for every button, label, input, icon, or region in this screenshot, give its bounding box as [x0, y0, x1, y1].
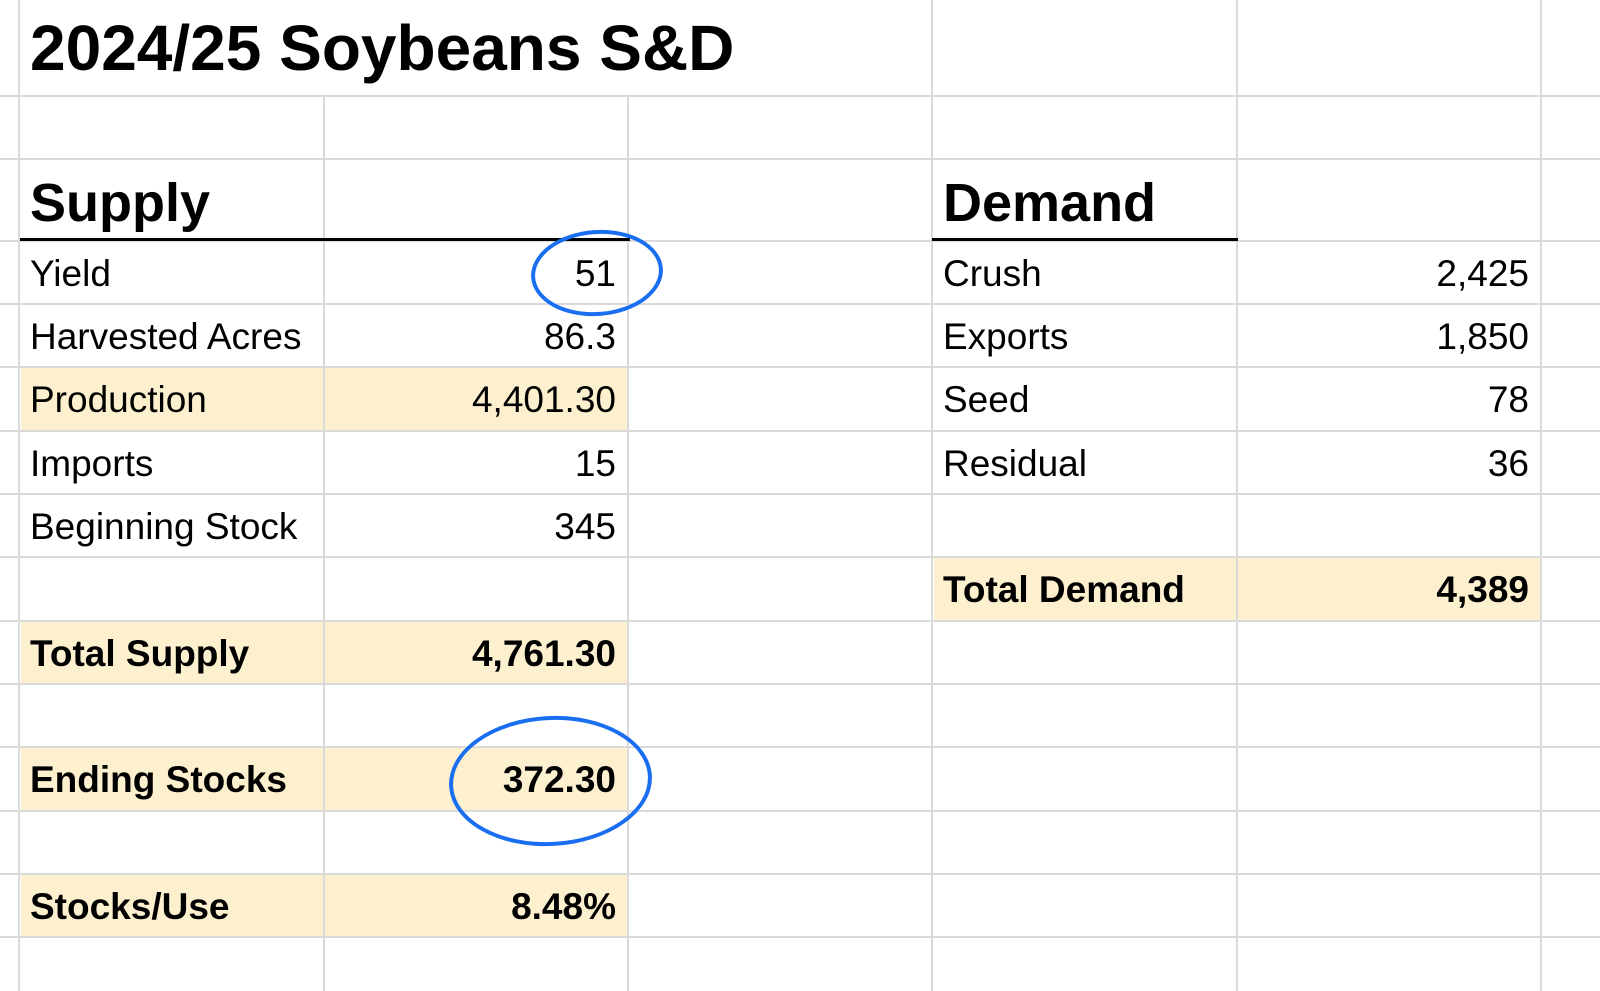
- demand-header-border: [932, 238, 1238, 241]
- demand-row-label[interactable]: Residual: [943, 443, 1087, 484]
- supply-row-value[interactable]: 86.3: [543, 316, 616, 357]
- demand-header: Demand: [943, 173, 1157, 233]
- total-demand-value[interactable]: 4,389: [1436, 569, 1529, 610]
- demand-row-value[interactable]: 2,425: [1436, 253, 1529, 294]
- supply-row-label[interactable]: Harvested Acres: [30, 316, 302, 357]
- demand-row-label[interactable]: Exports: [943, 316, 1069, 357]
- total-supply-value[interactable]: 4,761.30: [471, 633, 616, 674]
- demand-row-value[interactable]: 36: [1487, 443, 1529, 484]
- supply-row-value[interactable]: 4,401.30: [471, 379, 616, 420]
- stocks-use-value[interactable]: 8.48%: [511, 886, 616, 927]
- supply-row-value[interactable]: 51: [574, 253, 616, 294]
- page-title: 2024/25 Soybeans S&D: [30, 12, 735, 84]
- total-demand-label[interactable]: Total Demand: [943, 569, 1185, 610]
- supply-row-value[interactable]: 15: [574, 443, 616, 484]
- supply-header: Supply: [30, 173, 211, 233]
- total-supply-label[interactable]: Total Supply: [30, 633, 250, 674]
- stocks-use-label[interactable]: Stocks/Use: [30, 886, 230, 927]
- supply-row-label[interactable]: Beginning Stock: [30, 506, 298, 547]
- demand-row-label[interactable]: Seed: [943, 379, 1030, 420]
- supply-header-border: [20, 238, 630, 241]
- demand-row-value[interactable]: 78: [1487, 379, 1529, 420]
- ending-stocks-annotation-circle: [445, 710, 656, 852]
- ending-stocks-label[interactable]: Ending Stocks: [30, 759, 287, 800]
- supply-row-value[interactable]: 345: [554, 506, 616, 547]
- supply-row-label[interactable]: Yield: [30, 253, 111, 294]
- supply-row-label[interactable]: Production: [30, 379, 207, 420]
- demand-row-label[interactable]: Crush: [943, 253, 1042, 294]
- supply-row-label[interactable]: Imports: [30, 443, 154, 484]
- ending-stocks-value[interactable]: 372.30: [502, 759, 616, 800]
- demand-row-value[interactable]: 1,850: [1436, 316, 1529, 357]
